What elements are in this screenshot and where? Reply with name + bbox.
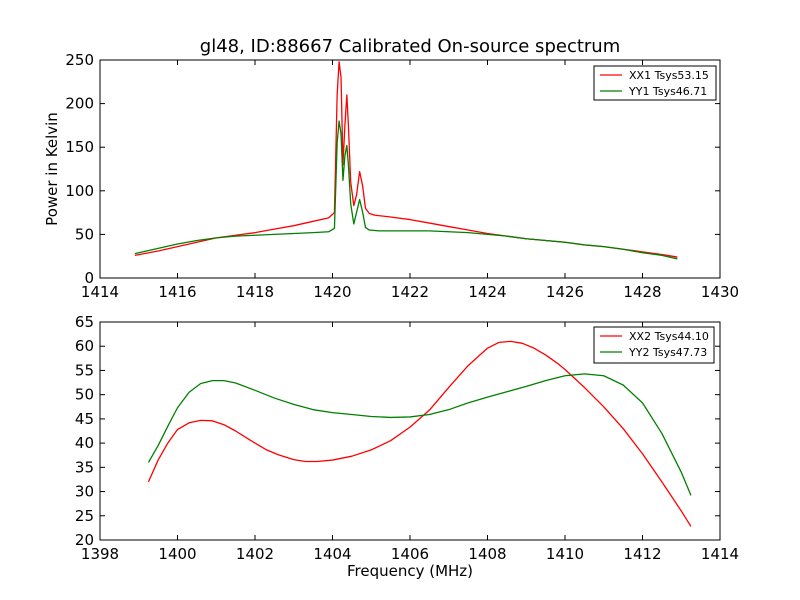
x-tick-label: 1406: [391, 545, 429, 563]
x-tick-label: 1426: [546, 283, 584, 301]
series-line-2: [147, 373, 692, 496]
x-tick-label: 1414: [81, 283, 119, 301]
y-tick-label: 65: [75, 313, 94, 331]
y-tick-label: 100: [65, 182, 94, 200]
y-tick-label: 60: [75, 337, 94, 355]
y-tick-label: 0: [84, 269, 94, 287]
x-tick-label: 1424: [468, 283, 506, 301]
x-tick-label: 1402: [236, 545, 274, 563]
x-tick-label: 1412: [623, 545, 661, 563]
x-tick-label: 1418: [236, 283, 274, 301]
x-axis-label: Frequency (MHz): [347, 562, 473, 580]
x-tick-label: 1422: [391, 283, 429, 301]
x-tick-label: 1408: [468, 545, 506, 563]
x-tick-label: 1414: [701, 545, 739, 563]
x-tick-label: 1404: [313, 545, 351, 563]
legend-box: [593, 326, 715, 364]
y-tick-label: 40: [75, 434, 94, 452]
series-line-2: [134, 120, 678, 260]
y-tick-label: 30: [75, 483, 94, 501]
legend-label-2: YY1 Tsys46.71: [628, 85, 707, 98]
y-tick-label: 200: [65, 95, 94, 113]
x-tick-label: 1416: [158, 283, 196, 301]
y-tick-label: 35: [75, 458, 94, 476]
x-tick-label: 1428: [623, 283, 661, 301]
y-tick-label: 25: [75, 507, 94, 525]
y-tick-label: 20: [75, 531, 94, 549]
y-tick-label: 250: [65, 51, 94, 69]
y-tick-label: 150: [65, 138, 94, 156]
legend: XX1 Tsys53.15 YY1 Tsys46.71: [593, 65, 717, 101]
y-tick-label: 50: [75, 386, 94, 404]
x-tick-label: 1398: [81, 545, 119, 563]
x-tick-label: 1400: [158, 545, 196, 563]
chart-panel-2: 1398 1400 1402 1404 1406 1408 1410 1412 1414 20 25…: [75, 313, 739, 580]
legend-box: [593, 65, 717, 101]
y-tick-label: 50: [75, 225, 94, 243]
x-tick-label: 1410: [546, 545, 584, 563]
chart-panel-1: 1414 1416 1418 1420 1422 1424 1426 1428 1430 0 50 1…: [43, 36, 739, 301]
series-line-1: [147, 340, 692, 527]
x-tick-label: 1420: [313, 283, 351, 301]
legend-label-2: YY2 Tsys47.73: [628, 346, 707, 359]
y-tick-label: 55: [75, 361, 94, 379]
y-tick-label: 45: [75, 410, 94, 428]
y-axis-label: Power in Kelvin: [43, 112, 61, 226]
legend: XX2 Tsys44.10 YY2 Tsys47.73: [593, 326, 715, 364]
x-tick-label: 1430: [701, 283, 739, 301]
legend-label-1: XX1 Tsys53.15: [629, 69, 709, 82]
legend-label-1: XX2 Tsys44.10: [629, 330, 709, 343]
chart-title: gl48, ID:88667 Calibrated On-source spec…: [200, 36, 620, 57]
